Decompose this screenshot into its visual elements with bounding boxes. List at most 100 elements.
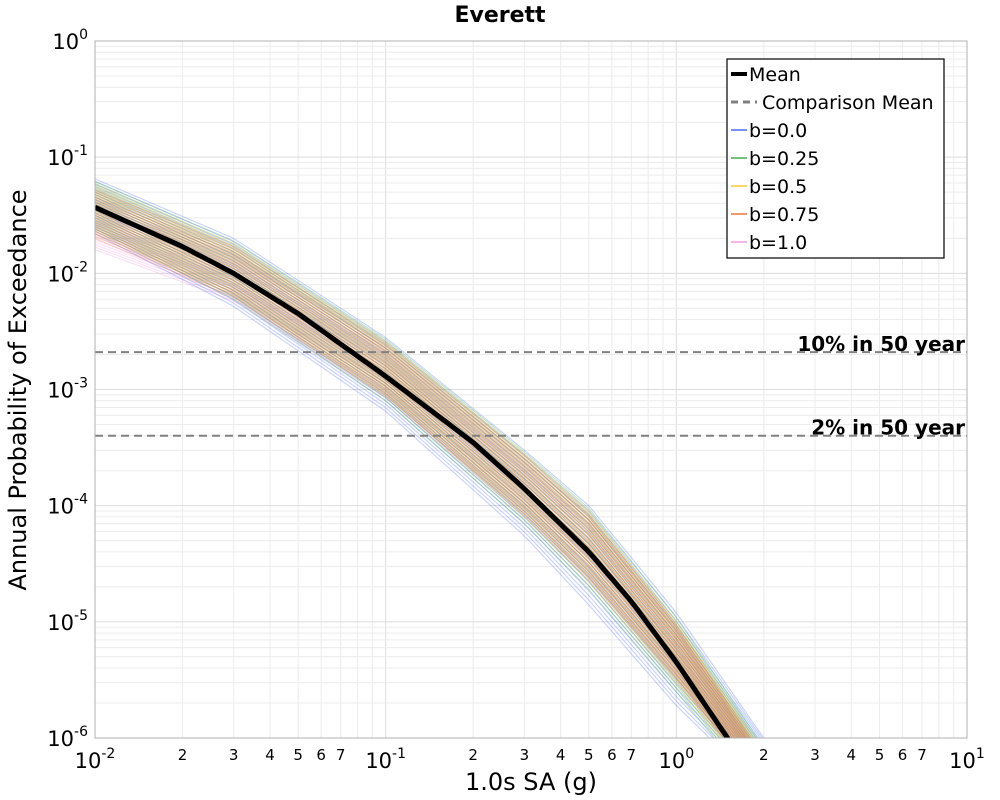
branch-curve [95, 186, 759, 738]
branch-curve [95, 193, 749, 738]
branch-group-b-0-5 [95, 184, 755, 738]
branch-curve [95, 226, 726, 738]
branch-curve [95, 196, 751, 738]
branch-curve [95, 211, 742, 738]
branch-curve [95, 178, 765, 738]
x-tick-label: 10-2 [75, 746, 116, 773]
x-axis-label: 1.0s SA (g) [465, 768, 597, 796]
branch-curve [95, 209, 739, 738]
branch-curve [95, 202, 743, 738]
x-minor-tick-label: 7 [627, 746, 637, 764]
branch-curve [95, 199, 747, 738]
branch-curve [95, 195, 748, 738]
branch-curve [95, 200, 744, 738]
x-minor-tick-label: 6 [316, 746, 326, 764]
branch-curve [95, 207, 742, 738]
branch-curve [95, 246, 726, 738]
mean-curve [95, 205, 731, 738]
legend-label: b=1.0 [749, 232, 807, 254]
branch-curve [95, 194, 753, 738]
x-minor-tick-label: 7 [917, 746, 927, 764]
branch-curve [95, 219, 739, 738]
branch-curve [95, 214, 734, 738]
x-minor-tick-label: 5 [584, 746, 594, 764]
branch-curve [95, 241, 729, 738]
branch-curve [95, 198, 747, 738]
branch-curve [95, 204, 745, 738]
branch-curve [95, 217, 727, 738]
branch-curve [95, 228, 724, 738]
branch-curve [95, 212, 732, 738]
branch-curve [95, 222, 725, 738]
y-axis-label: Annual Probability of Exceedance [4, 189, 32, 590]
x-minor-tick-label: 2 [468, 746, 478, 764]
branch-curve [95, 201, 742, 738]
x-tick-label: 100 [659, 746, 695, 773]
branch-curve [95, 215, 730, 738]
branch-curve [95, 191, 755, 738]
branch-curve [95, 227, 718, 738]
x-minor-tick-label: 2 [759, 746, 769, 764]
branch-curve [95, 205, 744, 738]
x-minor-tick-label: 6 [607, 746, 617, 764]
branch-curve [95, 188, 752, 738]
branch-curve [95, 194, 749, 738]
legend-label: b=0.5 [749, 176, 807, 198]
x-minor-tick-label: 3 [229, 746, 239, 764]
branch-curve [95, 201, 746, 738]
x-minor-tick-label: 3 [810, 746, 820, 764]
branch-curve [95, 230, 714, 738]
branch-curve [95, 225, 721, 738]
x-minor-tick-label: 4 [847, 746, 857, 764]
branch-curve [95, 198, 746, 738]
branch-curve [95, 224, 720, 738]
x-minor-tick-label: 5 [875, 746, 885, 764]
branch-curve [95, 191, 751, 738]
branch-curve [95, 194, 748, 738]
legend-label: Comparison Mean [762, 92, 934, 114]
x-tick-label: 101 [949, 746, 985, 773]
branch-curve [95, 228, 730, 738]
branch-curve [95, 184, 755, 738]
branch-curve [95, 183, 757, 738]
plot-frame [94, 40, 968, 739]
legend: Mean Comparison Mean b=0.0 b=0.25 b=0.5 b=0.7… [726, 58, 945, 259]
y-tick-label: 10-6 [47, 724, 88, 751]
branch-curve [95, 196, 748, 738]
branch-curve [95, 233, 727, 738]
branch-curve [95, 207, 740, 738]
legend-label: b=0.0 [749, 120, 807, 142]
branch-curve [95, 226, 718, 738]
reference-line-label: 10% in 50 year [797, 332, 965, 356]
y-tick-label: 10-3 [47, 376, 88, 403]
grid [95, 41, 967, 738]
x-minor-tick-label: 4 [265, 746, 275, 764]
branch-curve [95, 233, 720, 738]
reference-line-label: 2% in 50 year [811, 416, 965, 440]
branch-group-b-0-0 [95, 178, 765, 738]
branch-curve [95, 189, 752, 738]
branch-curve [95, 189, 752, 738]
branch-curve [95, 230, 729, 738]
branch-curve [95, 223, 727, 738]
branch-curve [95, 199, 749, 738]
branch-curve [95, 219, 725, 738]
x-minor-tick-label: 6 [898, 746, 908, 764]
branch-curve [95, 201, 746, 738]
legend-label: Mean [749, 64, 801, 86]
branch-curve [95, 187, 753, 738]
mean-curve-layer [95, 205, 731, 738]
branch-curve [95, 199, 744, 738]
branch-curve [95, 196, 748, 738]
x-minor-tick-label: 5 [293, 746, 303, 764]
branch-group-b-0-25 [95, 180, 758, 738]
branch-curve [95, 191, 751, 738]
y-tick-label: 100 [52, 27, 88, 54]
branch-curve [95, 188, 757, 738]
branch-curve [95, 206, 744, 738]
legend-box [726, 58, 945, 259]
branch-curve [95, 228, 715, 738]
branch-curve [95, 180, 758, 738]
